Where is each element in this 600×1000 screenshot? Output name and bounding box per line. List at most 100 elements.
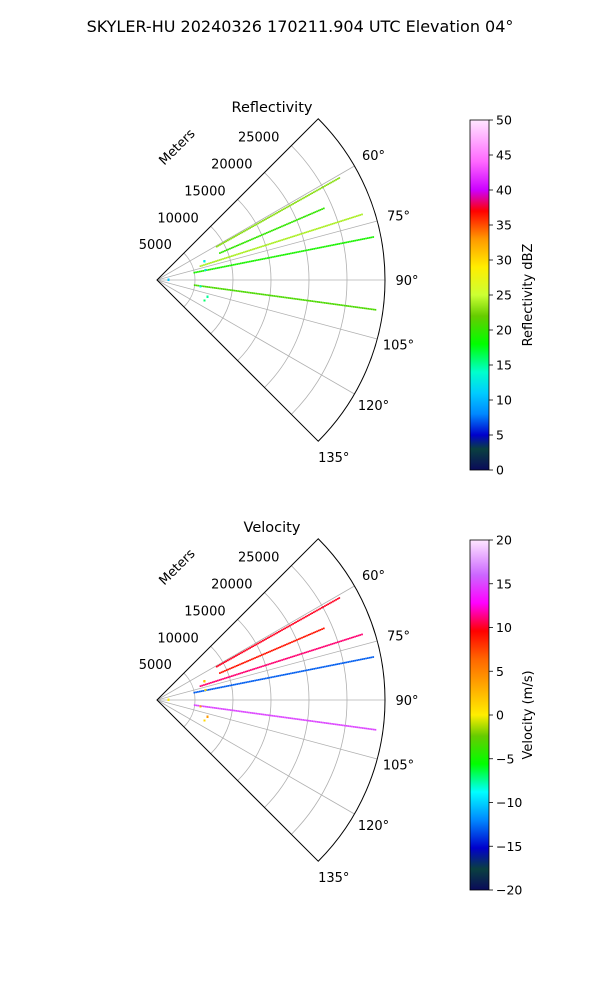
colorbar-tick-label: −15 [496,839,522,854]
data-points [167,177,377,311]
colorbar-label: Velocity (m/s) [521,670,536,759]
beam-point [250,658,253,661]
beam-point [242,662,245,664]
beam-point [269,230,272,233]
beam-point [340,242,342,245]
beam-point [258,246,261,249]
beam-point [250,260,253,263]
beam-point [254,224,256,227]
beam-point [309,248,312,251]
beam-point [281,645,283,648]
beam-point [280,716,283,718]
beam-point [268,256,271,259]
beam-point [331,223,334,225]
beam-point [239,652,242,655]
beam-point [276,240,278,243]
beam-point [270,676,273,679]
beam-point [317,188,320,191]
beam-point [206,706,209,708]
beam-point [254,657,256,659]
beam-point [220,686,223,689]
beam-point [215,287,218,289]
beam-point [219,252,221,254]
beam-point [369,728,371,730]
beam-point [242,242,245,244]
beam-point [251,248,254,251]
beam-point [298,718,301,721]
beam-point [306,634,308,637]
beam-point [291,717,294,720]
beam-point [288,236,290,239]
beam-point [234,655,237,657]
beam-point [250,238,253,241]
beam-point [252,260,255,262]
beam-point [236,673,238,676]
beam-point [289,717,292,720]
radial-tick-label: 5000 [139,658,172,673]
beam-point [284,627,287,630]
beam-point [241,671,244,674]
beam-point [296,234,299,236]
azimuth-tick-label: 60° [362,149,385,164]
beam-point [298,619,301,622]
beam-point [287,625,290,628]
beam-point [273,213,275,216]
beam-point [208,286,211,288]
beam-point [325,604,328,606]
beam-point [273,633,275,636]
beam-point [307,650,310,653]
beam-point [331,664,333,667]
beam-point [257,678,260,681]
colorbar-tick-label: −20 [496,883,522,898]
beam-point [349,660,351,663]
beam-point [211,286,214,289]
beam-point [243,681,246,684]
beam-point [259,654,261,657]
beam-point [311,720,314,723]
beam-point [228,238,231,241]
beam-point [244,229,247,232]
beam-point [350,660,353,663]
beam-point [201,684,204,687]
beam-point [313,667,316,670]
beam-point [338,723,341,726]
beam-point [231,684,233,687]
beam-point [241,231,244,234]
beam-point [361,633,363,636]
azimuth-gridline [156,699,378,760]
beam-point [350,216,353,219]
beam-point [239,682,242,685]
beam-point [282,224,285,227]
beam-point [277,240,280,242]
beam-point [236,234,239,236]
beam-point [240,662,243,665]
beam-point [250,669,252,671]
beam-point [282,296,285,299]
beam-point [279,239,282,242]
beam-point [211,688,214,690]
beam-point [322,186,325,188]
beam-point [293,717,295,720]
beam-point [237,244,240,246]
beam-point [343,661,346,664]
beam-point [365,307,368,310]
beam-point [254,259,256,262]
beam-point [206,286,209,288]
beam-point [351,725,353,728]
beam-point [316,210,318,213]
beam-point [284,673,287,676]
beam-point [352,240,355,242]
beam-point [255,236,258,239]
beam-point [249,647,251,649]
beam-point [272,241,275,244]
beam-point [298,199,301,202]
beam-point [240,290,243,293]
beam-point [217,244,220,247]
beam-point [237,673,240,675]
beam-point [300,233,303,235]
cluster-point [206,295,209,298]
beam-point [263,244,266,247]
beam-point [197,704,200,707]
beam-point [265,232,268,234]
beam-point [197,271,199,273]
